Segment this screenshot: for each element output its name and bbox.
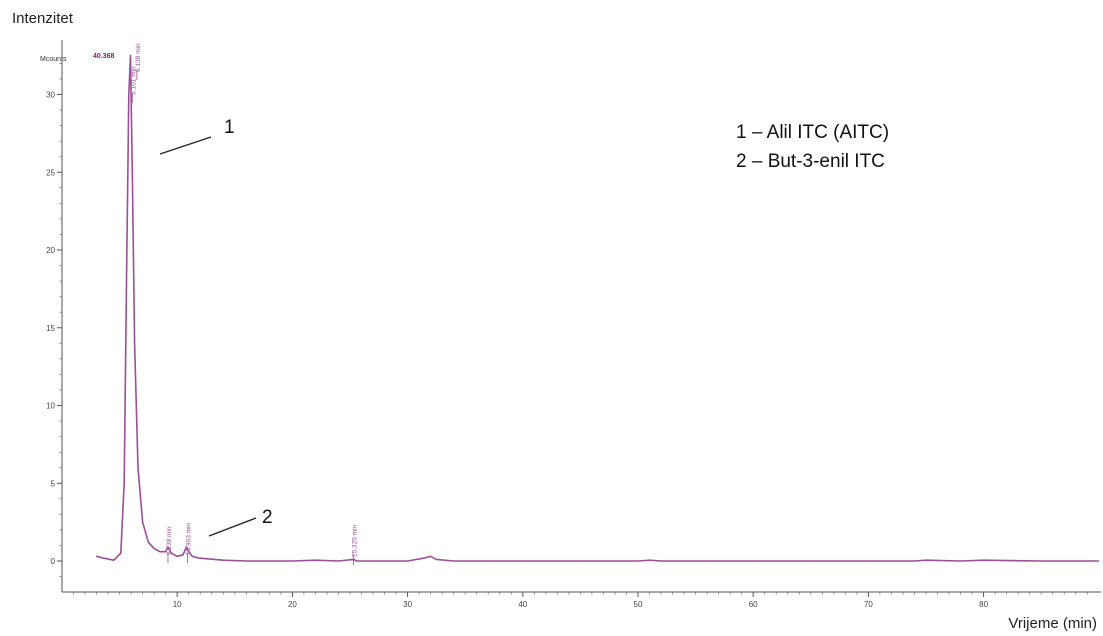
data-point	[522, 560, 524, 562]
data-point	[131, 171, 133, 173]
x-axis-title: Vrijeme (min)	[1008, 615, 1097, 632]
data-point	[120, 552, 122, 554]
data-point	[205, 558, 207, 560]
series-line-0	[96, 54, 1099, 562]
peak-height-label: 40.368	[93, 53, 115, 60]
data-point	[129, 55, 132, 57]
data-point	[128, 93, 130, 96]
y-tick-label: 15	[46, 324, 55, 333]
pointer-line-1	[159, 136, 212, 155]
data-point	[167, 546, 169, 548]
data-point	[182, 554, 184, 556]
y-tick-label: 20	[46, 246, 55, 255]
y-axis-title: Intenzitet	[12, 10, 73, 27]
data-point	[579, 560, 582, 562]
y-tick-label: 30	[46, 91, 55, 100]
data-point	[706, 560, 708, 562]
data-point	[101, 557, 103, 559]
data-point	[648, 559, 651, 561]
data-point	[424, 557, 426, 559]
y-tick-label: 5	[51, 479, 56, 488]
data-point	[133, 342, 136, 344]
data-point	[95, 555, 98, 557]
data-point	[430, 555, 432, 557]
peak-time-label: 25.325 min	[351, 524, 358, 557]
data-point	[407, 560, 409, 562]
data-point	[185, 546, 188, 548]
data-point	[222, 559, 224, 561]
data-point	[123, 482, 125, 484]
peak-annotation-2: 2	[262, 507, 273, 528]
data-point	[487, 560, 489, 562]
peak-time-label: 10.963 min	[186, 522, 193, 555]
legend: 1 – Alil ITC (AITC) 2 – But-3-enil ITC	[736, 118, 889, 176]
y-tick-label: 0	[51, 557, 56, 566]
data-point	[113, 559, 115, 561]
legend-entry-2: 2 – But-3-enil ITC	[736, 151, 885, 172]
data-point	[356, 560, 358, 562]
x-tick-label: 60	[749, 600, 758, 609]
data-point	[660, 560, 662, 562]
legend-entry-1: 1 – Alil ITC (AITC)	[736, 122, 890, 143]
x-tick-label: 40	[518, 600, 527, 609]
data-point	[925, 559, 927, 561]
x-tick-label: 70	[864, 600, 873, 609]
data-point	[959, 560, 962, 562]
data-point	[291, 560, 293, 562]
pointer-line-2	[208, 517, 257, 537]
data-point	[1098, 560, 1100, 562]
x-tick-label: 80	[979, 600, 988, 609]
data-point	[810, 560, 812, 562]
x-tick-label: 50	[634, 600, 643, 609]
data-point	[983, 559, 985, 561]
x-tick-label: 20	[288, 600, 297, 609]
data-point	[153, 547, 155, 550]
y-tick-label: 10	[46, 402, 55, 411]
data-point	[170, 552, 173, 554]
data-point	[337, 560, 340, 562]
peak-time-label: 5.101 min	[130, 66, 137, 95]
data-point	[245, 560, 247, 562]
data-point	[867, 560, 870, 562]
peak-annotation-1: 1	[224, 117, 235, 138]
y-unit-label: Mcounts	[40, 56, 67, 63]
data-point	[188, 551, 190, 553]
data-point	[142, 521, 144, 523]
data-point	[752, 560, 754, 562]
data-point	[130, 93, 132, 96]
data-point	[191, 555, 193, 557]
data-point	[159, 551, 161, 553]
data-point	[372, 560, 374, 562]
x-tick-label: 10	[173, 600, 182, 609]
data-point	[197, 557, 199, 559]
data-point	[1040, 560, 1042, 562]
x-tick-label: 30	[403, 600, 412, 609]
data-point	[913, 560, 916, 562]
data-point	[314, 559, 317, 561]
data-point	[453, 560, 455, 562]
peak-time-label: 9.239 min	[166, 526, 173, 555]
peak-time-label: 6.138 min	[135, 43, 142, 72]
data-point	[176, 555, 178, 557]
data-point	[435, 558, 437, 561]
data-point	[147, 541, 149, 543]
data-point	[637, 560, 639, 562]
y-tick-label: 25	[46, 168, 55, 177]
data-point	[165, 551, 167, 553]
data-point	[137, 467, 139, 469]
data-point	[125, 280, 128, 282]
